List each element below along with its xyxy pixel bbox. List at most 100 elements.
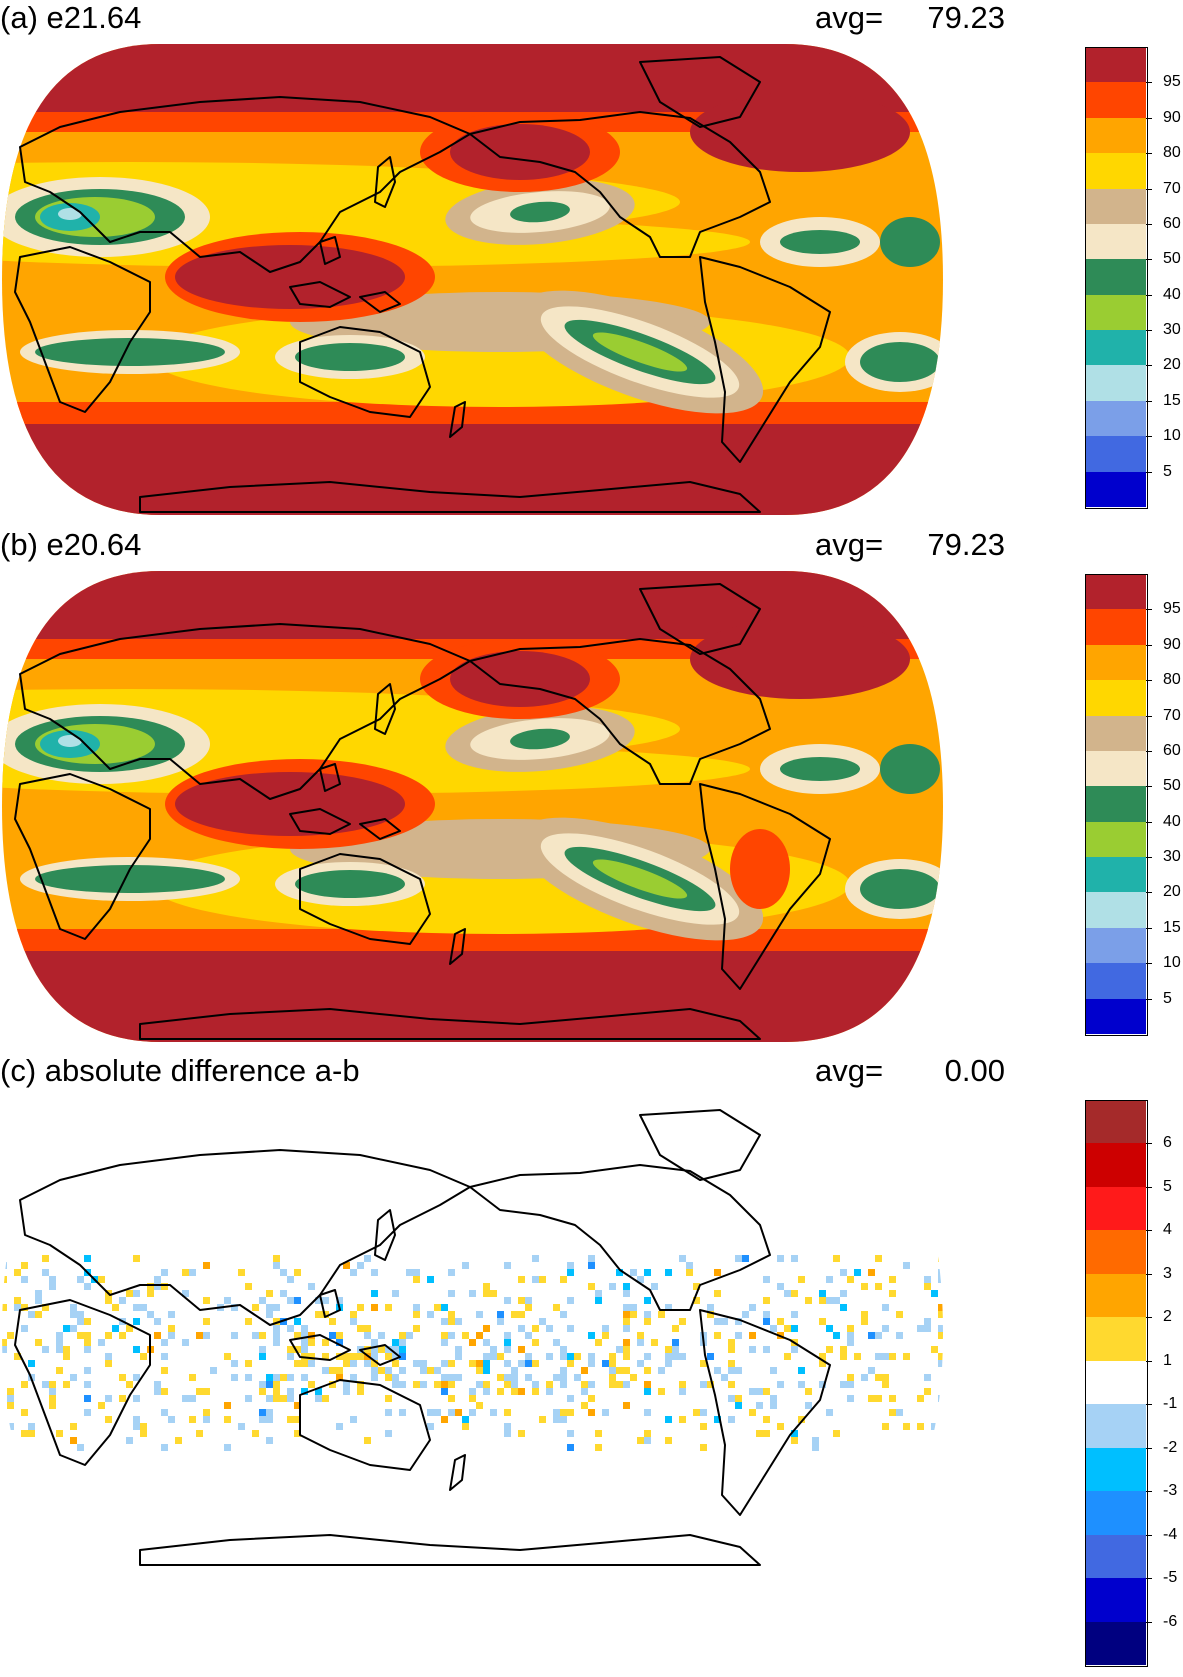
colorbar-tick [1146, 1534, 1152, 1536]
colorbar-swatch [1085, 998, 1146, 1035]
colorbar-tick-label: 1 [1163, 1351, 1172, 1369]
colorbar-swatch [1085, 963, 1146, 1000]
colorbar-tick-label: 10 [1163, 427, 1181, 445]
colorbar-tick [1146, 1621, 1152, 1623]
coastlines [14, 1109, 831, 1566]
colorbar-tick [1146, 82, 1152, 84]
colorbar-tick [1146, 1578, 1152, 1580]
colorbar-tick [1146, 1143, 1152, 1145]
colorbar-tick [1146, 821, 1152, 823]
colorbar-tick [1146, 1273, 1152, 1275]
colorbar-tick [1146, 436, 1152, 438]
colorbar-tick-label: 5 [1163, 462, 1172, 480]
colorbar-tick-label: 2 [1163, 1308, 1172, 1326]
colorbar-tick [1146, 927, 1152, 929]
colorbar-tick [1146, 1317, 1152, 1319]
colorbar-tick-label: -1 [1163, 1395, 1178, 1413]
colorbar-tick-label: -6 [1163, 1612, 1178, 1630]
colorbar-swatch [1085, 574, 1146, 610]
colorbar-swatch [1085, 400, 1146, 437]
panel-title: (a) e21.64 [0, 0, 142, 35]
avg-label: avg= [815, 1053, 884, 1088]
colorbar-tick-label: -3 [1163, 1482, 1178, 1500]
panel-title: (b) e20.64 [0, 527, 142, 562]
colorbar-tick-label: 50 [1163, 777, 1181, 795]
colorbar-tick-label: 15 [1163, 391, 1181, 409]
colorbar-swatch [1085, 1621, 1146, 1666]
colorbar-tick [1146, 644, 1152, 646]
colorbar-tick-label: 50 [1163, 250, 1181, 268]
colorbar-swatch [1085, 1404, 1146, 1449]
colorbar-swatch [1085, 1534, 1146, 1579]
colorbar-tick-label: 95 [1163, 73, 1181, 91]
colorbar-tick [1146, 1404, 1152, 1406]
colorbar-swatch [1085, 47, 1146, 83]
colorbar-tick [1146, 471, 1152, 473]
colorbar-swatch [1085, 365, 1146, 402]
colorbar-swatch [1085, 223, 1146, 260]
colorbar-frame [1085, 1100, 1148, 1667]
colorbar: 95 90 80 70 60 50 40 30 20 15 10 5 [1085, 47, 1181, 509]
colorbar-tick [1146, 294, 1152, 296]
colorbar-swatch [1085, 153, 1146, 190]
colorbar-frame [1085, 47, 1148, 509]
avg-value: 79.23 [927, 527, 1005, 562]
avg-value: 0.00 [944, 1053, 1005, 1088]
colorbar-tick-label: 3 [1163, 1264, 1172, 1282]
colorbar-tick-label: 20 [1163, 883, 1181, 901]
colorbar-swatch [1085, 1578, 1146, 1623]
colorbar-swatch [1085, 1360, 1146, 1405]
colorbar-swatch [1085, 436, 1146, 473]
colorbar-tick [1146, 609, 1152, 611]
colorbar-swatch [1085, 1186, 1146, 1231]
colorbar-swatch [1085, 927, 1146, 964]
colorbar-tick [1146, 330, 1152, 332]
colorbar-tick [1146, 998, 1152, 1000]
colorbar-tick-label: 15 [1163, 918, 1181, 936]
coastlines [14, 583, 831, 1040]
colorbar-swatch [1085, 1230, 1146, 1275]
colorbar-tick [1146, 857, 1152, 859]
colorbar-tick-label: 6 [1163, 1134, 1172, 1152]
colorbar-swatch [1085, 471, 1146, 508]
colorbar-swatch [1085, 1317, 1146, 1362]
colorbar-tick-label: 70 [1163, 706, 1181, 724]
colorbar-tick [1146, 259, 1152, 261]
colorbar-tick-label: 40 [1163, 285, 1181, 303]
colorbar-tick-label: -4 [1163, 1525, 1178, 1543]
colorbar-tick-label: 40 [1163, 812, 1181, 830]
colorbar-tick [1146, 153, 1152, 155]
colorbar-tick-label: 60 [1163, 214, 1181, 232]
colorbar-tick-label: 80 [1163, 144, 1181, 162]
colorbar-swatch [1085, 1143, 1146, 1188]
colorbar-swatch [1085, 259, 1146, 296]
colorbar-swatch [1085, 294, 1146, 331]
colorbar-tick [1146, 1360, 1152, 1362]
colorbar-tick [1146, 680, 1152, 682]
colorbar-tick-label: 5 [1163, 1177, 1172, 1195]
avg-value: 79.23 [927, 0, 1005, 35]
colorbar-tick-label: 60 [1163, 741, 1181, 759]
colorbar-swatch [1085, 1100, 1146, 1144]
colorbar-swatch [1085, 188, 1146, 225]
colorbar-tick [1146, 1491, 1152, 1493]
map-relative-humidity-e20 [2, 571, 943, 1042]
colorbar-tick [1146, 1230, 1152, 1232]
colorbar-tick-label: 5 [1163, 989, 1172, 1007]
colorbar-tick-label: 20 [1163, 356, 1181, 374]
colorbar-swatch [1085, 715, 1146, 752]
colorbar-tick-label: 90 [1163, 108, 1181, 126]
colorbar-tick [1146, 892, 1152, 894]
panel-title: (c) absolute difference a-b [0, 1053, 360, 1088]
colorbar-tick-label: 4 [1163, 1221, 1172, 1239]
colorbar-tick [1146, 1447, 1152, 1449]
colorbar-frame [1085, 574, 1148, 1036]
colorbar-tick [1146, 963, 1152, 965]
coastlines [14, 56, 831, 513]
colorbar-tick [1146, 715, 1152, 717]
colorbar: 95 90 80 70 60 50 40 30 20 15 10 5 [1085, 574, 1181, 1036]
colorbar-tick [1146, 750, 1152, 752]
colorbar-swatch [1085, 1273, 1146, 1318]
avg-label: avg= [815, 527, 884, 562]
colorbar-swatch [1085, 892, 1146, 929]
